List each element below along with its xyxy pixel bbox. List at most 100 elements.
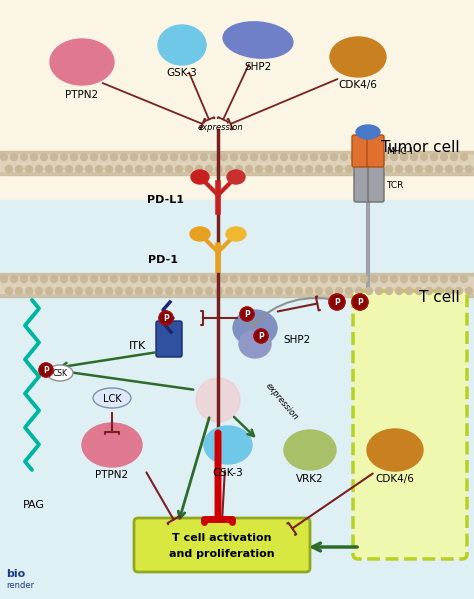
Ellipse shape bbox=[233, 310, 277, 346]
Text: CDK4/6: CDK4/6 bbox=[375, 474, 414, 484]
Ellipse shape bbox=[190, 227, 210, 241]
Circle shape bbox=[350, 153, 357, 161]
Circle shape bbox=[20, 153, 27, 161]
Circle shape bbox=[175, 288, 182, 295]
Circle shape bbox=[95, 165, 102, 173]
Circle shape bbox=[401, 276, 408, 283]
Circle shape bbox=[430, 153, 438, 161]
Text: Tumor cell: Tumor cell bbox=[382, 141, 460, 156]
Circle shape bbox=[250, 276, 257, 283]
Circle shape bbox=[75, 165, 82, 173]
Circle shape bbox=[39, 363, 53, 377]
Ellipse shape bbox=[47, 365, 73, 381]
Circle shape bbox=[71, 276, 78, 283]
Circle shape bbox=[120, 153, 128, 161]
Circle shape bbox=[155, 288, 163, 295]
Circle shape bbox=[140, 276, 147, 283]
Text: render: render bbox=[6, 581, 34, 590]
Ellipse shape bbox=[239, 330, 271, 358]
Circle shape bbox=[381, 153, 388, 161]
Circle shape bbox=[310, 153, 318, 161]
Circle shape bbox=[371, 153, 377, 161]
Circle shape bbox=[100, 276, 108, 283]
Circle shape bbox=[456, 288, 463, 295]
Circle shape bbox=[255, 165, 263, 173]
Circle shape bbox=[6, 165, 12, 173]
Circle shape bbox=[155, 165, 163, 173]
Circle shape bbox=[146, 165, 153, 173]
Text: bio: bio bbox=[6, 569, 25, 579]
Circle shape bbox=[461, 276, 467, 283]
Ellipse shape bbox=[367, 429, 423, 471]
Text: PAG: PAG bbox=[23, 500, 45, 510]
Circle shape bbox=[446, 165, 453, 173]
Circle shape bbox=[261, 276, 267, 283]
Circle shape bbox=[461, 153, 467, 161]
Circle shape bbox=[151, 276, 157, 283]
Circle shape bbox=[46, 165, 53, 173]
Circle shape bbox=[85, 165, 92, 173]
Circle shape bbox=[6, 288, 12, 295]
Text: SHP2: SHP2 bbox=[245, 62, 272, 72]
Circle shape bbox=[301, 153, 308, 161]
Circle shape bbox=[395, 288, 402, 295]
Text: PTPN2: PTPN2 bbox=[95, 470, 128, 480]
Bar bbox=[0, 273, 474, 297]
Circle shape bbox=[291, 276, 298, 283]
Circle shape bbox=[365, 165, 373, 173]
Circle shape bbox=[46, 288, 53, 295]
Circle shape bbox=[161, 276, 167, 283]
Circle shape bbox=[26, 288, 33, 295]
Circle shape bbox=[356, 165, 363, 173]
Circle shape bbox=[261, 153, 267, 161]
Circle shape bbox=[110, 276, 118, 283]
Circle shape bbox=[465, 165, 473, 173]
Circle shape bbox=[146, 288, 153, 295]
Text: MHC-I: MHC-I bbox=[386, 147, 413, 156]
Circle shape bbox=[61, 153, 67, 161]
Circle shape bbox=[375, 165, 383, 173]
Text: and proliferation: and proliferation bbox=[169, 549, 275, 559]
Circle shape bbox=[85, 288, 92, 295]
Circle shape bbox=[271, 153, 277, 161]
Text: expression: expression bbox=[264, 382, 300, 422]
Circle shape bbox=[130, 276, 137, 283]
Text: CSK: CSK bbox=[53, 369, 67, 378]
Circle shape bbox=[216, 288, 222, 295]
Circle shape bbox=[350, 276, 357, 283]
Circle shape bbox=[426, 288, 432, 295]
Text: PD-L1: PD-L1 bbox=[147, 195, 184, 205]
Circle shape bbox=[416, 288, 422, 295]
Ellipse shape bbox=[330, 37, 386, 77]
Text: P: P bbox=[163, 314, 169, 323]
Circle shape bbox=[181, 276, 188, 283]
Circle shape bbox=[55, 288, 63, 295]
Circle shape bbox=[426, 165, 432, 173]
FancyBboxPatch shape bbox=[354, 166, 370, 202]
Text: TCR: TCR bbox=[386, 180, 403, 189]
Circle shape bbox=[140, 153, 147, 161]
Circle shape bbox=[216, 165, 222, 173]
Circle shape bbox=[130, 153, 137, 161]
Ellipse shape bbox=[158, 25, 206, 65]
Ellipse shape bbox=[284, 430, 336, 470]
Circle shape bbox=[385, 288, 392, 295]
Circle shape bbox=[271, 276, 277, 283]
Circle shape bbox=[285, 288, 292, 295]
Circle shape bbox=[220, 276, 228, 283]
Circle shape bbox=[36, 288, 43, 295]
Ellipse shape bbox=[227, 170, 245, 184]
Circle shape bbox=[136, 288, 143, 295]
Circle shape bbox=[0, 153, 8, 161]
Text: P: P bbox=[357, 298, 363, 307]
Circle shape bbox=[230, 276, 237, 283]
Circle shape bbox=[285, 165, 292, 173]
Circle shape bbox=[361, 276, 367, 283]
Circle shape bbox=[381, 276, 388, 283]
Circle shape bbox=[254, 329, 268, 343]
Circle shape bbox=[136, 165, 143, 173]
Circle shape bbox=[326, 165, 332, 173]
FancyBboxPatch shape bbox=[134, 518, 310, 572]
Ellipse shape bbox=[50, 39, 114, 85]
Circle shape bbox=[236, 288, 243, 295]
